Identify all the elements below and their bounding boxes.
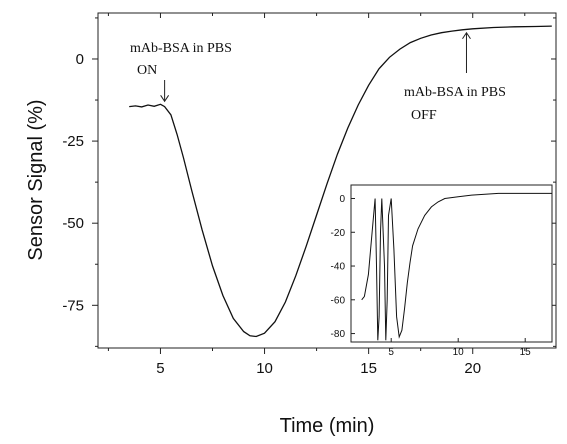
inset-series [361, 192, 552, 341]
annotation-off-arrow [462, 31, 471, 73]
inset-y-tick-label: -80 [331, 329, 346, 340]
annotation-on-line1: mAb-BSA in PBS [130, 41, 232, 56]
x-tick-label: 15 [360, 360, 377, 377]
y-axis-label: Sensor Signal (%) [25, 99, 47, 260]
x-axis-label: Time (min) [280, 415, 375, 437]
y-tick-label: -25 [62, 133, 84, 150]
x-tick-label: 10 [256, 360, 273, 377]
inset-y-tick-label: -40 [331, 262, 346, 273]
inset-series-line [361, 192, 552, 341]
inset-y-tick-label: -60 [331, 295, 346, 306]
main-series [129, 25, 552, 338]
annotations: mAb-BSA in PBS ON mAb-BSA in PBS OFF [130, 31, 506, 123]
inset-x-tick-label: 5 [388, 347, 394, 358]
annotation-on-line2: ON [137, 63, 157, 78]
main-axis-ticks: 5 10 15 20 0 -25 -50 -75 [62, 13, 556, 377]
annotation-off-line2: OFF [411, 108, 437, 123]
annotation-off-line1: mAb-BSA in PBS [404, 85, 506, 100]
inset-x-tick-label: 10 [453, 347, 465, 358]
x-tick-label: 5 [156, 360, 164, 377]
inset-y-tick-label: 0 [339, 194, 345, 205]
plot-area-frame [97, 12, 557, 349]
y-tick-label: -50 [62, 215, 84, 232]
y-tick-label: -75 [62, 297, 84, 314]
inset-y-tick-label: -20 [331, 228, 346, 239]
x-tick-label: 20 [464, 360, 481, 377]
y-tick-label: 0 [76, 51, 84, 68]
inset-axis-ticks: 5 10 15 0 -20 -40 -60 -80 [331, 194, 532, 358]
main-series-line [129, 25, 552, 338]
inset-x-tick-label: 15 [520, 347, 532, 358]
annotation-on-arrow [160, 80, 170, 103]
